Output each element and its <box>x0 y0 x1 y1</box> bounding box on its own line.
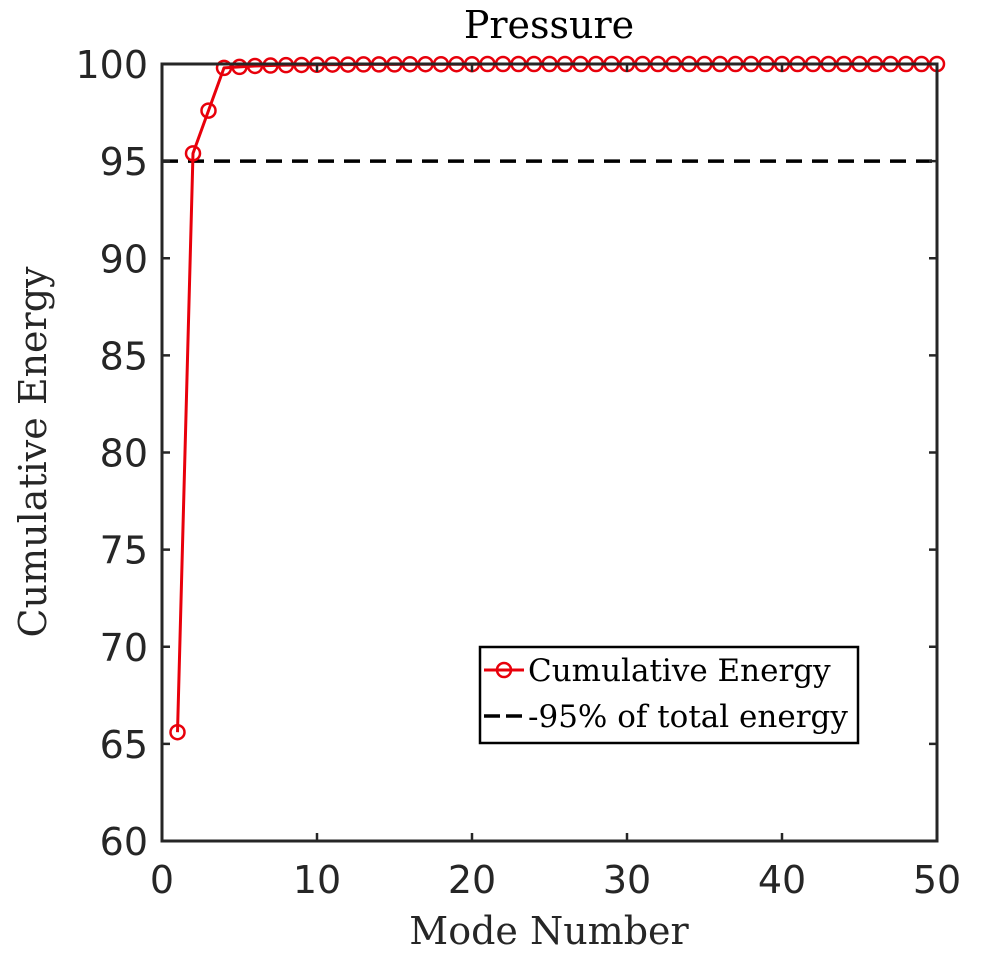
y-tick-label: 80 <box>100 432 148 476</box>
legend: Cumulative Energy -95% of total energy <box>478 645 860 745</box>
x-axis-label: Mode Number <box>409 909 689 953</box>
data-point <box>262 57 279 74</box>
data-point <box>200 102 217 119</box>
data-point <box>169 723 186 741</box>
data-point <box>184 145 202 162</box>
x-tick-label: 10 <box>293 858 341 902</box>
y-tick-label: 90 <box>100 237 148 281</box>
chart-title: Pressure <box>464 3 634 47</box>
x-tick-label: 50 <box>913 858 961 902</box>
y-tick-label: 65 <box>100 723 148 767</box>
y-tick-label: 60 <box>100 820 148 864</box>
y-tick-label: 85 <box>100 334 148 378</box>
x-tick-label: 0 <box>150 858 174 902</box>
x-tick-label: 20 <box>448 858 496 902</box>
data-point <box>246 57 264 75</box>
y-tick-label: 70 <box>100 626 148 670</box>
data-point <box>231 58 248 76</box>
legend-box <box>478 645 860 745</box>
x-tick-label: 30 <box>603 858 651 902</box>
legend-label-threshold: -95% of total energy <box>528 699 848 735</box>
data-point <box>215 59 233 77</box>
legend-label-cumulative: Cumulative Energy <box>528 653 831 689</box>
y-tick-label: 100 <box>75 43 148 87</box>
x-tick-label: 40 <box>758 858 806 902</box>
y-axis-label: Cumulative Energy <box>11 266 55 638</box>
y-tick-label: 95 <box>100 140 148 184</box>
y-tick-label: 75 <box>100 529 148 573</box>
legend-marker-cumulative <box>495 661 513 679</box>
